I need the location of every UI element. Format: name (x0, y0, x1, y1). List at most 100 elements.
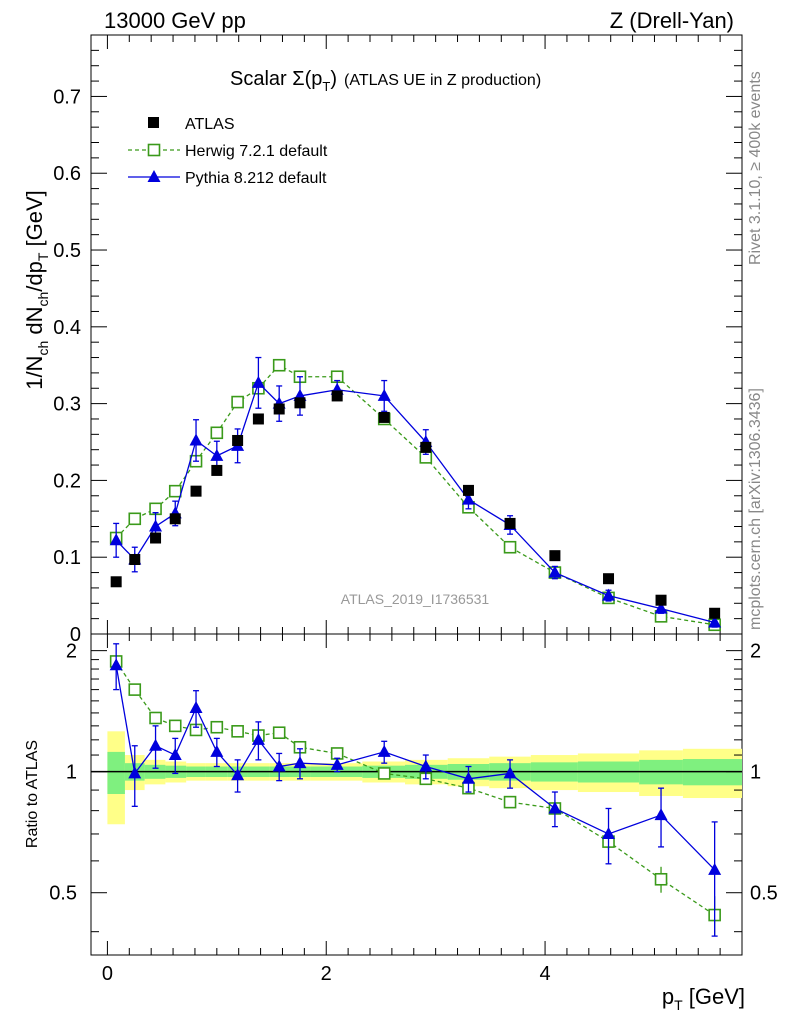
legend-pythia-marker (147, 170, 161, 182)
plot-title: Scalar Σ(pT) (ATLAS UE in Z production) (230, 68, 541, 94)
atlas-point (331, 390, 343, 402)
herwig-point (654, 872, 668, 886)
pythia-point (330, 757, 344, 770)
pythia-point (210, 744, 224, 757)
header-process: Z (Drell-Yan) (610, 8, 734, 33)
atlas-point (232, 434, 244, 446)
main-y-tick-labels: 0 0.1 0.2 0.3 0.4 0.5 0.6 0.7 (53, 86, 81, 646)
herwig-point (210, 720, 224, 734)
pythia-point (189, 701, 203, 714)
main-y-tick-label: 0 (70, 624, 81, 646)
analysis-watermark: ATLAS_2019_I1736531 (341, 591, 490, 607)
atlas-point (294, 397, 306, 409)
herwig-line (115, 364, 715, 626)
herwig-point (210, 426, 224, 440)
pythia-point (149, 738, 163, 751)
pythia-point (548, 565, 562, 578)
herwig-point (377, 767, 391, 780)
pythia-line (115, 381, 715, 624)
herwig-point (330, 747, 344, 760)
pythia-point (419, 759, 433, 772)
pythia-point (548, 801, 562, 814)
herwig-point (272, 726, 286, 740)
ratio-y-axis-label: Ratio to ATLAS (24, 740, 41, 848)
herwig-point (503, 795, 517, 809)
herwig-point (168, 484, 182, 498)
atlas-point (378, 411, 390, 423)
herwig-point (503, 540, 517, 554)
main-y-tick-label: 0.3 (53, 394, 81, 416)
pythia-point (210, 448, 224, 461)
pythia-point (602, 588, 616, 601)
atlas-point (110, 576, 122, 588)
atlas-point (462, 484, 474, 496)
x-tick-label: 2 (321, 963, 332, 985)
herwig-point (231, 725, 244, 738)
ratio-y-tick-label-left: 1 (66, 762, 77, 784)
main-y-tick-label: 0.6 (53, 163, 81, 185)
legend-herwig-label: Herwig 7.2.1 default (185, 143, 328, 160)
legend-pythia-label: Pythia 8.212 default (185, 170, 327, 187)
pythia-point (272, 759, 286, 772)
pythia-point (109, 658, 123, 671)
pythia-point (189, 433, 203, 446)
atlas-point (603, 573, 615, 585)
atlas-point (129, 554, 141, 566)
ratio-y-tick-label-right: 1 (750, 762, 761, 784)
atlas-point (420, 441, 432, 453)
legend: ATLAS Herwig 7.2.1 default Pythia 8.212 … (128, 116, 328, 187)
atlas-point (169, 513, 181, 525)
band-inner-segment (107, 751, 125, 795)
pythia-point (654, 601, 668, 614)
pythia-point (461, 771, 475, 784)
herwig-point (149, 711, 162, 725)
pythia-point (251, 375, 265, 388)
herwig-point (168, 719, 182, 733)
pythia-point (602, 826, 616, 839)
pythia-point (149, 519, 163, 532)
title-close: ) (330, 68, 337, 90)
legend-herwig-marker (147, 143, 161, 157)
atlas-point (150, 532, 162, 544)
main-y-tick-label: 0.1 (53, 547, 81, 569)
rivet-version-label: Rivet 3.1.10, ≥ 400k events (747, 71, 764, 265)
main-y-axis-label: 1/Nch dNch/dpT [GeV] (22, 190, 51, 390)
main-y-tick-label: 0.4 (53, 317, 81, 339)
ratio-axis-ticks (91, 650, 742, 933)
ratio-y-tick-label-left: 0.5 (49, 883, 77, 905)
title-main: Scalar Σ(p (230, 68, 322, 90)
main-y-tick-label: 0.7 (53, 86, 81, 108)
pythia-point (128, 766, 142, 779)
atlas-point (211, 464, 223, 476)
pythia-point (251, 732, 265, 745)
atlas-point (709, 607, 721, 619)
herwig-point (128, 512, 142, 526)
pythia-point (461, 492, 475, 505)
herwig-point (272, 358, 286, 372)
title-sub: T (322, 79, 330, 94)
atlas-point (504, 517, 516, 529)
pythia-point (231, 768, 245, 781)
ratio-y-tick-label-left: 2 (66, 641, 77, 663)
title-suffix: (ATLAS UE in Z production) (344, 72, 541, 89)
herwig-point (231, 395, 244, 409)
x-tick-label: 0 (102, 963, 113, 985)
atlas-point (252, 413, 264, 425)
pythia-point (708, 615, 722, 628)
pythia-point (377, 744, 391, 757)
pythia-point (109, 533, 123, 546)
ratio-y-tick-labels: 0.5 0.5 1 1 2 2 (49, 641, 778, 905)
legend-atlas-label: ATLAS (185, 116, 235, 133)
x-axis-label: pT [GeV] (662, 984, 745, 1013)
mcplots-label: mcplots.cern.ch [arXiv:1306.3436] (747, 388, 764, 630)
ratio-y-tick-label-right: 0.5 (750, 883, 778, 905)
x-tick-labels: 0 2 4 (102, 963, 551, 985)
atlas-point (190, 485, 202, 497)
herwig-point (128, 683, 142, 696)
ratio-y-tick-label-right: 2 (750, 641, 761, 663)
pythia-point (377, 388, 391, 401)
main-y-tick-label: 0.5 (53, 240, 81, 262)
main-y-tick-label: 0.2 (53, 470, 81, 492)
pythia-point (168, 748, 182, 761)
